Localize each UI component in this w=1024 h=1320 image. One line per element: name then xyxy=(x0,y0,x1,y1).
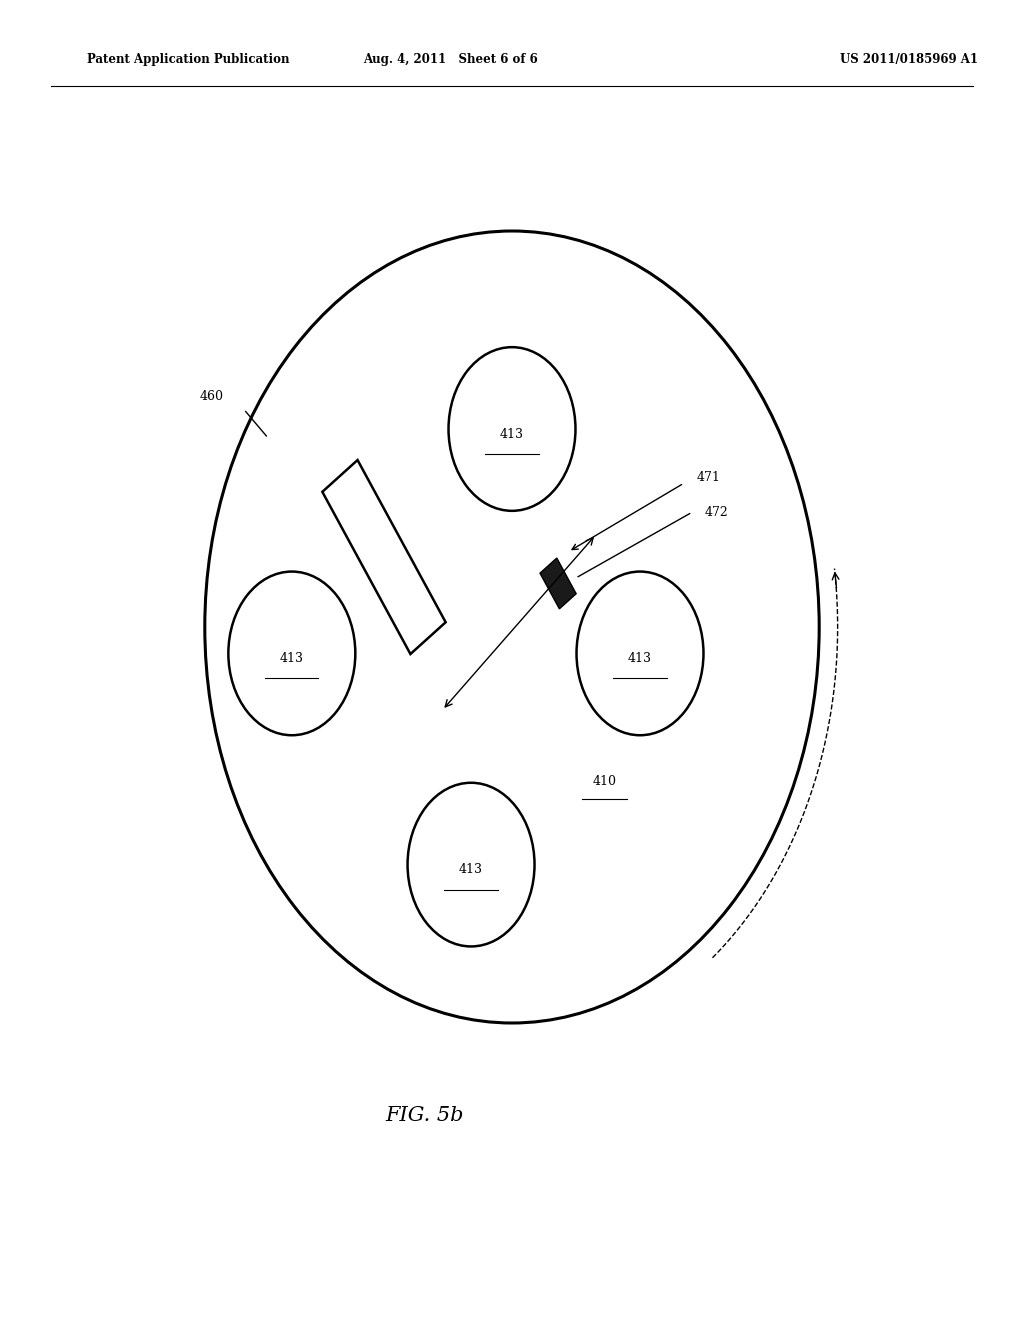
Text: 410: 410 xyxy=(592,775,616,788)
Text: US 2011/0185969 A1: US 2011/0185969 A1 xyxy=(840,53,978,66)
Bar xyxy=(323,461,445,653)
Text: 413: 413 xyxy=(500,428,524,441)
Text: 471: 471 xyxy=(696,471,720,484)
Text: 413: 413 xyxy=(628,652,652,665)
Bar xyxy=(540,558,577,609)
Text: 460: 460 xyxy=(200,389,223,403)
Text: 472: 472 xyxy=(705,506,728,519)
Text: 413: 413 xyxy=(280,652,304,665)
Text: FIG. 5b: FIG. 5b xyxy=(386,1106,464,1125)
Text: Patent Application Publication: Patent Application Publication xyxy=(87,53,290,66)
Text: 413: 413 xyxy=(459,863,483,876)
Text: Aug. 4, 2011   Sheet 6 of 6: Aug. 4, 2011 Sheet 6 of 6 xyxy=(364,53,538,66)
